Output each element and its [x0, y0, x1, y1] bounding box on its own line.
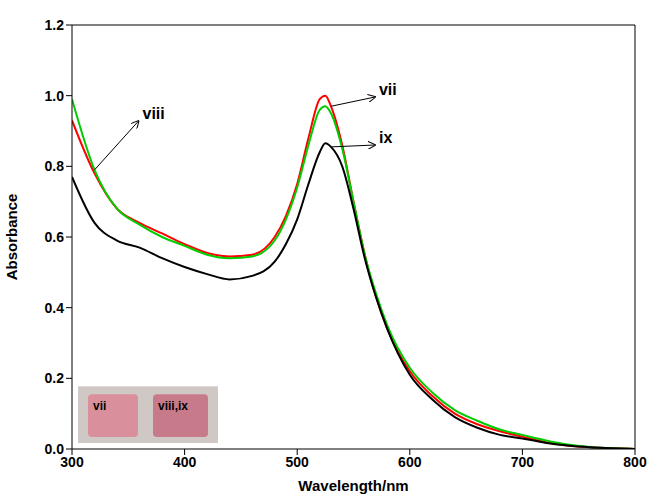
- svg-text:0.6: 0.6: [45, 229, 65, 245]
- svg-text:600: 600: [398, 454, 422, 470]
- svg-text:400: 400: [173, 454, 197, 470]
- svg-text:Wavelength/nm: Wavelength/nm: [298, 477, 408, 494]
- svg-text:vii: vii: [93, 399, 106, 413]
- svg-text:500: 500: [286, 454, 310, 470]
- svg-text:0.0: 0.0: [45, 441, 65, 457]
- svg-text:0.4: 0.4: [45, 300, 65, 316]
- svg-text:300: 300: [60, 453, 84, 470]
- svg-text:ix: ix: [379, 129, 392, 146]
- svg-text:0.8: 0.8: [45, 158, 65, 174]
- svg-text:vii: vii: [379, 81, 397, 98]
- svg-text:1.2: 1.2: [45, 17, 65, 33]
- svg-text:viii,ix: viii,ix: [158, 399, 188, 413]
- svg-text:0.2: 0.2: [45, 370, 65, 386]
- svg-text:1.0: 1.0: [45, 88, 65, 104]
- svg-text:Absorbance: Absorbance: [3, 194, 20, 281]
- svg-text:800: 800: [623, 454, 647, 470]
- svg-text:viii: viii: [143, 105, 165, 122]
- svg-text:700: 700: [511, 454, 535, 470]
